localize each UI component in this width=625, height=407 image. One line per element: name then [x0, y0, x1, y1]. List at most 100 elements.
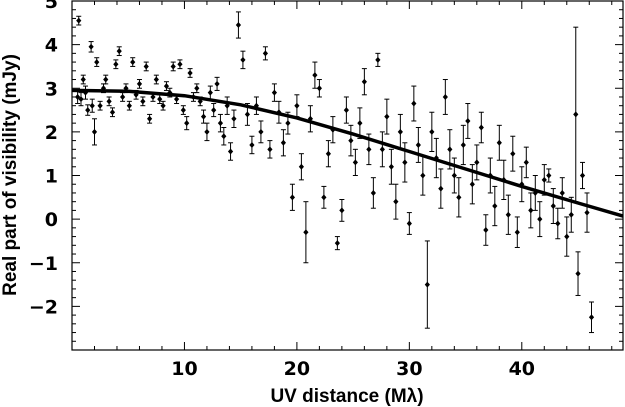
data-point: [546, 172, 552, 179]
y-tick-label: 3: [45, 78, 58, 100]
fit-line: [71, 88, 624, 218]
data-point: [262, 50, 269, 57]
data-point: [343, 107, 349, 114]
data-point: [153, 76, 159, 83]
data-point: [348, 137, 354, 144]
data-point: [325, 150, 331, 157]
data-point: [113, 61, 119, 68]
data-point: [492, 203, 498, 210]
data-point: [559, 189, 565, 196]
data-point: [406, 220, 412, 227]
data-point: [303, 229, 309, 236]
data-point: [411, 100, 417, 107]
data-point: [375, 56, 381, 63]
data-point: [88, 43, 94, 50]
error-bars: [75, 11, 595, 334]
data-point: [451, 172, 457, 179]
data-point: [194, 85, 200, 92]
data-point: [312, 72, 318, 79]
data-point: [187, 69, 193, 76]
data-point: [588, 314, 595, 321]
data-point: [235, 21, 242, 28]
data-point: [505, 211, 511, 218]
data-point: [97, 102, 103, 109]
data-point: [180, 107, 186, 114]
data-point: [514, 229, 520, 236]
data-point: [160, 102, 166, 109]
data-point: [460, 141, 466, 148]
data-point: [207, 89, 213, 96]
data-point: [163, 83, 170, 90]
data-point: [429, 128, 435, 135]
data-point: [339, 207, 345, 214]
y-axis-label: Real part of visibility (mJy): [0, 54, 21, 296]
x-tick-label: 20: [284, 358, 310, 380]
data-point: [294, 102, 300, 109]
data-point: [528, 207, 534, 214]
y-tick-label: 2: [45, 122, 58, 144]
data-point: [568, 211, 574, 218]
data-point: [211, 107, 217, 114]
data-point: [173, 96, 180, 103]
data-point: [393, 198, 399, 205]
data-point: [89, 102, 95, 109]
data-point: [109, 109, 116, 116]
data-point: [573, 111, 579, 118]
data-point: [267, 146, 273, 153]
data-point: [227, 148, 234, 155]
data-point: [136, 80, 143, 87]
y-tick-label: −1: [29, 253, 58, 275]
data-point: [361, 78, 367, 85]
data-point: [384, 113, 390, 120]
data-point: [584, 209, 590, 216]
data-point: [204, 128, 210, 135]
data-point: [150, 93, 156, 100]
data-point: [106, 98, 112, 105]
data-point: [575, 270, 581, 277]
data-point: [85, 107, 91, 114]
x-tick-label: 40: [509, 358, 535, 380]
data-point: [388, 163, 394, 170]
data-point: [157, 96, 163, 103]
x-tick-label: 30: [396, 358, 422, 380]
y-tick-label: 1: [45, 166, 58, 188]
data-point: [510, 150, 516, 157]
data-point: [177, 61, 183, 68]
data-point: [116, 48, 122, 55]
y-tick-label: 0: [45, 209, 58, 231]
data-point: [483, 227, 489, 234]
data-point: [170, 63, 176, 70]
data-point: [289, 194, 295, 201]
data-point: [249, 141, 255, 148]
data-point: [221, 133, 227, 140]
data-point: [579, 172, 586, 179]
data-point: [75, 93, 81, 100]
data-point: [78, 96, 84, 103]
data-point: [523, 159, 529, 166]
data-point: [496, 139, 502, 146]
data-point: [91, 128, 98, 135]
data-point: [130, 59, 136, 66]
data-point: [397, 128, 403, 135]
data-point: [140, 98, 146, 105]
data-point: [541, 176, 547, 183]
x-axis-label: UV distance (Mλ): [270, 386, 423, 407]
data-point: [146, 115, 153, 122]
data-point: [94, 59, 100, 66]
data-point: [285, 120, 291, 127]
data-point: [126, 102, 132, 109]
data-point: [370, 189, 376, 196]
data-point: [80, 76, 86, 83]
data-point: [402, 159, 408, 166]
y-tick-label: 5: [45, 0, 58, 13]
data-point: [244, 111, 251, 118]
data-point: [555, 220, 561, 227]
data-point: [478, 124, 484, 131]
data-point: [200, 113, 207, 120]
data-point: [537, 216, 543, 223]
data-point: [442, 93, 448, 100]
data-point: [550, 203, 556, 210]
data-point: [258, 128, 264, 135]
y-tick-labels: −2 −1 0 1 2 3 4 5: [29, 0, 58, 318]
data-point: [321, 194, 327, 201]
